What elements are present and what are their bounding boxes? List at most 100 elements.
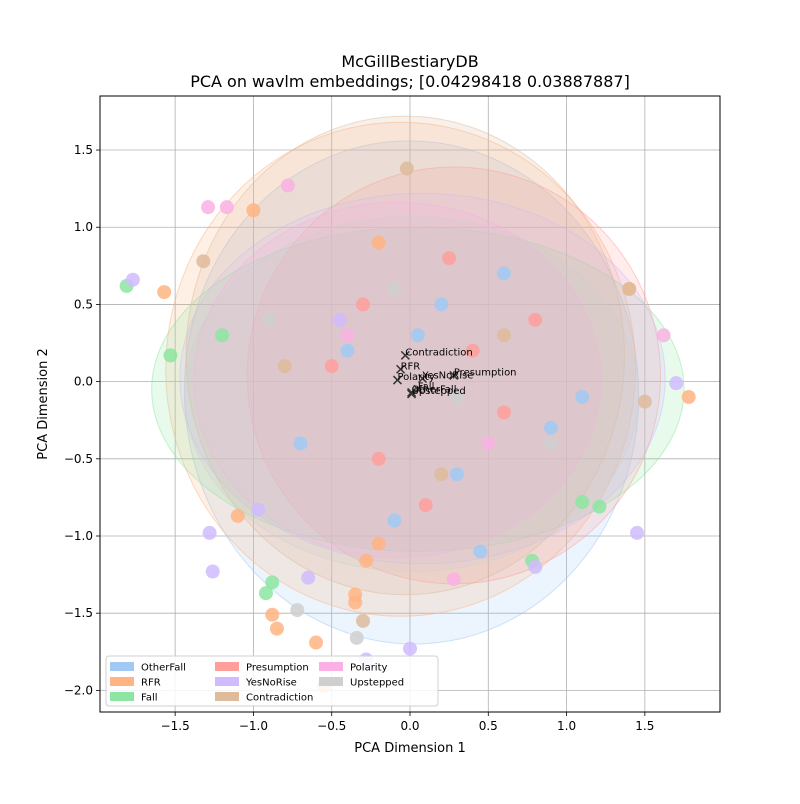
point-fall [215, 328, 230, 343]
point-yesnorise [669, 376, 684, 391]
point-polarity [656, 328, 671, 343]
centroid-yesnorise [417, 373, 428, 384]
point-yesnorise [125, 272, 140, 287]
point-polarity [446, 572, 461, 587]
legend-swatch [110, 677, 134, 686]
point-upstepped [387, 281, 402, 296]
point-contradiction [622, 281, 637, 296]
chart-subtitle: PCA on wavlm embeddings; [0.04298418 0.0… [190, 72, 630, 91]
legend-swatch [110, 662, 134, 671]
legend-item-fall: Fall [110, 692, 158, 704]
centroid-label: OtherFall [412, 384, 457, 395]
y-tick-label: −1.0 [64, 529, 93, 543]
centroid-polarity [392, 375, 403, 385]
point-fall [258, 586, 273, 601]
point-presumption [442, 251, 457, 266]
point-yesnorise [205, 564, 220, 579]
point-rfr [348, 595, 363, 610]
point-otherfall [387, 513, 402, 528]
point-rfr [371, 235, 386, 250]
point-rfr [371, 536, 386, 551]
point-rfr [681, 390, 696, 405]
legend-label: YesNoRise [245, 678, 297, 689]
point-yesnorise [630, 525, 645, 540]
y-tick-label: 1.0 [74, 220, 93, 234]
point-upstepped [290, 603, 305, 618]
point-otherfall [410, 328, 425, 343]
centroid-label: Polarity [397, 372, 435, 383]
centroid-contradiction [400, 350, 410, 360]
y-tick-label: 1.5 [74, 143, 93, 157]
point-otherfall [496, 266, 511, 281]
point-rfr [157, 285, 172, 300]
point-otherfall [473, 544, 488, 559]
legend-item-upstepped: Upstepped [319, 677, 404, 689]
point-layer [119, 161, 696, 693]
point-upstepped [349, 630, 364, 645]
point-rfr [265, 607, 280, 622]
legend-swatch [215, 677, 239, 686]
point-upstepped [543, 436, 558, 451]
point-presumption [356, 297, 371, 312]
point-presumption [496, 405, 511, 420]
legend-swatch [215, 692, 239, 701]
point-yesnorise [301, 570, 316, 585]
point-polarity [280, 178, 295, 193]
y-tick-label: 0.5 [74, 297, 93, 311]
point-upstepped [449, 390, 464, 405]
point-contradiction [434, 467, 449, 482]
point-polarity [481, 436, 496, 451]
legend-label: Contradiction [246, 693, 313, 704]
point-fall [163, 348, 178, 363]
legend-item-otherfall: OtherFall [110, 662, 186, 674]
point-contradiction [196, 254, 211, 269]
y-axis-label: PCA Dimension 2 [36, 348, 51, 459]
point-rfr [246, 203, 261, 218]
centroid-presumption [449, 370, 459, 380]
point-polarity [340, 328, 355, 343]
legend: OtherFall RFR Fall Presumption YesNoRise Cont… [105, 655, 439, 707]
x-tick-label: 1.5 [635, 719, 654, 733]
legend-label: Fall [141, 693, 158, 704]
centroid-upstepped [407, 389, 417, 399]
x-tick-label: 0.0 [400, 719, 419, 733]
x-tick-layer: −1.5 −1.0 −0.5 0.0 0.5 1.0 1.5 [161, 712, 654, 733]
point-otherfall [575, 390, 590, 405]
chart-title: McGillBestiaryDB [341, 52, 478, 71]
point-polarity [219, 200, 234, 215]
y-tick-label: 0.0 [74, 375, 93, 389]
point-contradiction [637, 394, 652, 409]
point-rfr [230, 508, 245, 523]
point-yesnorise [332, 312, 347, 327]
centroid-label: RFR [401, 361, 421, 372]
centroid-fall [413, 384, 423, 394]
legend-label: OtherFall [141, 663, 186, 674]
legend-item-presumption: Presumption [215, 662, 309, 674]
legend-label: Upstepped [350, 678, 404, 689]
point-otherfall [293, 436, 308, 451]
point-polarity [201, 200, 216, 215]
point-presumption [371, 451, 386, 466]
centroid-label: Upstepped [412, 386, 466, 397]
point-fall [592, 499, 607, 514]
centroid-label: Contradiction [405, 347, 472, 358]
x-tick-label: 0.5 [479, 719, 498, 733]
point-fall [575, 495, 590, 510]
point-yesnorise [202, 525, 217, 540]
centroid-label: Presumption [454, 367, 517, 378]
point-contradiction [496, 328, 511, 343]
point-rfr [269, 621, 284, 636]
legend-item-yesnorise: YesNoRise [215, 677, 297, 689]
point-presumption [528, 312, 543, 327]
legend-item-rfr: RFR [110, 677, 161, 689]
point-contradiction [356, 613, 371, 628]
x-axis-label: PCA Dimension 1 [354, 741, 465, 756]
x-tick-label: −1.5 [161, 719, 190, 733]
point-upstepped [262, 312, 277, 327]
point-fall [265, 575, 280, 590]
y-tick-label: −1.5 [64, 606, 93, 620]
point-rfr [309, 635, 324, 650]
legend-label: Polarity [350, 663, 388, 674]
